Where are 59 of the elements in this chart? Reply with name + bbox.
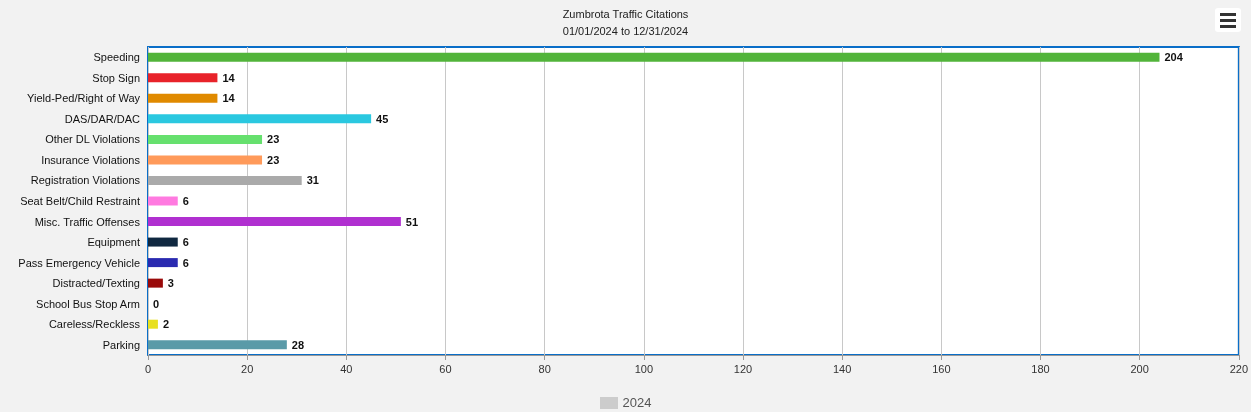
x-tick-label: 220 <box>1229 362 1248 375</box>
data-label: 23 <box>267 133 280 146</box>
data-label: 204 <box>1164 51 1184 64</box>
data-label: 6 <box>182 195 189 207</box>
text: 2024 <box>622 395 652 410</box>
y-tick-label: Other DL Violations <box>45 133 141 146</box>
y-tick-label: DAS/DAR/DAC <box>64 112 141 125</box>
y-tick-label: Parking <box>102 338 140 351</box>
data-label: 6 <box>182 236 189 249</box>
bar <box>148 237 178 247</box>
y-tick-label: Distracted/Texting <box>52 277 140 290</box>
data-label: 6 <box>182 256 189 269</box>
x-tick-label: 20 <box>241 362 254 375</box>
x-tick-label: 160 <box>932 362 951 375</box>
x-tick-label: 140 <box>832 362 852 375</box>
bar <box>148 278 163 288</box>
y-tick-label: Misc. Traffic Offenses <box>34 215 141 228</box>
data-label: 28 <box>291 338 305 351</box>
x-tick-label: 60 <box>439 362 452 375</box>
y-tick-label: Yield-Ped/Right of Way <box>27 92 141 105</box>
y-tick-label: Speeding <box>93 51 140 64</box>
bar <box>148 93 218 103</box>
y-tick-label: Insurance Violations <box>41 153 141 166</box>
data-label: 3 <box>167 277 174 290</box>
bar <box>148 73 218 83</box>
data-label: 14 <box>222 92 236 105</box>
data-label: 0 <box>153 297 160 310</box>
x-tick-label: 100 <box>634 362 654 375</box>
bar <box>148 155 263 165</box>
bar <box>148 114 372 124</box>
bar <box>148 52 1160 62</box>
data-label: 45 <box>376 112 389 125</box>
y-tick-label: Equipment <box>87 236 140 249</box>
bar <box>148 134 263 144</box>
chart-title: Zumbrota Traffic Citations <box>562 7 689 20</box>
y-tick-label: Seat Belt/Child Restraint <box>20 195 140 207</box>
data-label: 14 <box>222 71 236 84</box>
x-tick-label: 0 <box>144 362 152 375</box>
bar <box>148 258 178 268</box>
bar <box>148 217 401 227</box>
x-tick-label: 180 <box>1031 362 1050 375</box>
y-tick-label: School Bus Stop Arm <box>36 297 140 310</box>
x-tick-label: 80 <box>538 362 551 375</box>
chart-subtitle: 01/01/2024 to 12/31/2024 <box>562 24 689 37</box>
y-tick-label: Careless/Reckless <box>48 318 141 331</box>
data-label: 51 <box>405 215 419 228</box>
x-tick-label: 40 <box>340 362 353 375</box>
bar <box>148 175 302 185</box>
x-tick-label: 120 <box>733 362 753 375</box>
y-tick-label: Registration Violations <box>30 174 141 187</box>
y-tick-label: Pass Emergency Vehicle <box>18 256 140 269</box>
bar <box>148 319 158 329</box>
x-tick-label: 200 <box>1130 362 1149 375</box>
data-label: 23 <box>267 153 280 166</box>
y-tick-label: Stop Sign <box>92 71 140 84</box>
bar <box>148 340 287 350</box>
data-label: 2 <box>162 318 170 331</box>
data-label: 31 <box>306 174 319 187</box>
bar <box>148 196 178 206</box>
